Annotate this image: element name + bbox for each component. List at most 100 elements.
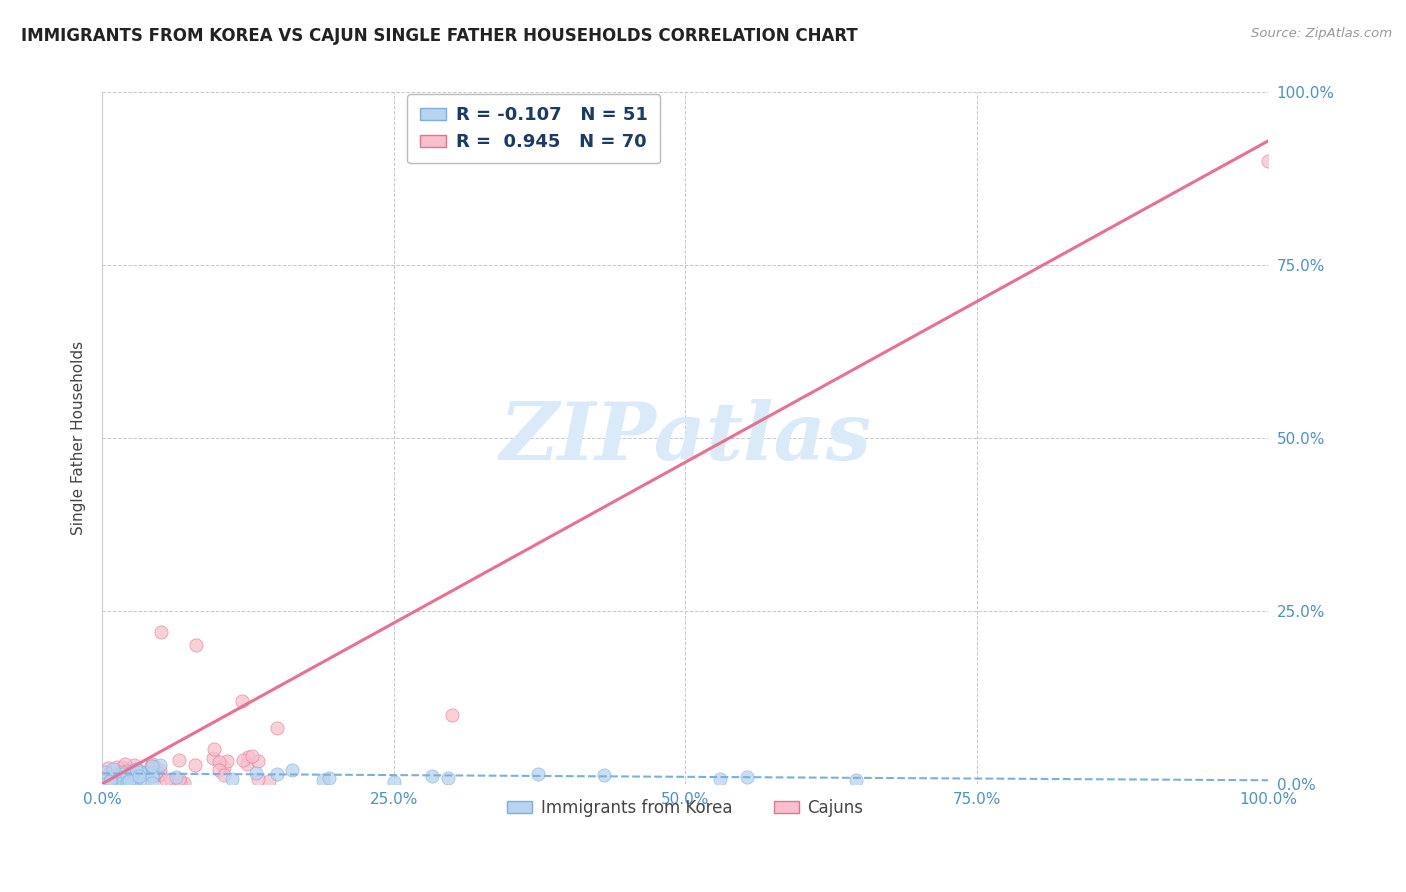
Point: [212, 768, 235, 782]
Point: [420, 768, 443, 782]
Point: [214, 760, 236, 774]
Point: [125, 774, 148, 789]
Point: [165, 770, 187, 784]
Point: [312, 772, 335, 787]
Point: [124, 776, 146, 790]
Point: [232, 753, 254, 767]
Point: [142, 765, 165, 780]
Point: [141, 760, 163, 774]
Point: [709, 772, 731, 786]
Point: [215, 754, 238, 768]
Point: [111, 771, 134, 785]
Point: [184, 639, 207, 653]
Point: [257, 774, 280, 789]
Point: [115, 764, 138, 778]
Point: [266, 767, 288, 781]
Text: IMMIGRANTS FROM KOREA VS CAJUN SINGLE FATHER HOUSEHOLDS CORRELATION CHART: IMMIGRANTS FROM KOREA VS CAJUN SINGLE FA…: [21, 27, 858, 45]
Point: [160, 772, 183, 787]
Point: [141, 759, 163, 773]
Point: [103, 765, 125, 780]
Point: [202, 742, 225, 756]
Point: [280, 763, 302, 777]
Point: [141, 776, 163, 790]
Point: [134, 764, 156, 779]
Point: [136, 767, 159, 781]
Point: [98, 764, 121, 779]
Text: ZIPatlas: ZIPatlas: [499, 400, 872, 477]
Point: [845, 773, 868, 788]
Point: [110, 775, 132, 789]
Point: [114, 770, 136, 784]
Point: [141, 769, 163, 783]
Point: [100, 774, 122, 789]
Point: [110, 775, 132, 789]
Point: [100, 773, 122, 788]
Point: [240, 749, 263, 764]
Point: [155, 773, 177, 788]
Point: [184, 758, 207, 772]
Point: [111, 760, 134, 774]
Text: Source: ZipAtlas.com: Source: ZipAtlas.com: [1251, 27, 1392, 40]
Point: [101, 775, 124, 789]
Point: [231, 694, 253, 708]
Point: [148, 763, 170, 777]
Point: [125, 766, 148, 780]
Point: [96, 776, 118, 790]
Point: [141, 763, 163, 777]
Point: [100, 772, 122, 787]
Point: [118, 773, 141, 788]
Point: [104, 768, 127, 782]
Point: [737, 770, 759, 784]
Point: [437, 771, 460, 785]
Point: [142, 769, 165, 783]
Point: [167, 772, 190, 786]
Point: [139, 759, 162, 773]
Point: [143, 760, 166, 774]
Point: [124, 770, 146, 784]
Point: [114, 757, 136, 772]
Point: [121, 764, 143, 779]
Point: [167, 753, 190, 767]
Point: [111, 765, 134, 780]
Point: [526, 767, 548, 781]
Point: [97, 761, 120, 775]
Point: [114, 761, 136, 775]
Point: [125, 772, 148, 787]
Point: [247, 754, 270, 768]
Point: [110, 767, 132, 781]
Point: [124, 757, 146, 772]
Point: [318, 771, 340, 785]
Point: [149, 768, 172, 782]
Point: [1257, 154, 1279, 169]
Point: [221, 772, 243, 786]
Point: [120, 776, 142, 790]
Point: [101, 769, 124, 783]
Point: [134, 773, 156, 788]
Legend: Immigrants from Korea, Cajuns: Immigrants from Korea, Cajuns: [501, 792, 870, 824]
Point: [149, 757, 172, 772]
Point: [94, 765, 117, 780]
Point: [202, 751, 225, 765]
Point: [122, 764, 145, 779]
Point: [238, 750, 260, 764]
Point: [121, 772, 143, 787]
Point: [143, 768, 166, 782]
Point: [115, 769, 138, 783]
Point: [145, 764, 167, 779]
Point: [107, 769, 129, 783]
Point: [125, 762, 148, 776]
Point: [128, 765, 150, 780]
Point: [266, 722, 288, 736]
Point: [245, 766, 267, 780]
Point: [91, 773, 114, 788]
Point: [124, 765, 146, 780]
Point: [138, 765, 160, 780]
Point: [125, 766, 148, 780]
Point: [115, 775, 138, 789]
Point: [207, 764, 229, 778]
Point: [382, 774, 405, 789]
Point: [108, 774, 131, 789]
Point: [149, 624, 172, 639]
Point: [111, 767, 134, 781]
Point: [173, 775, 195, 789]
